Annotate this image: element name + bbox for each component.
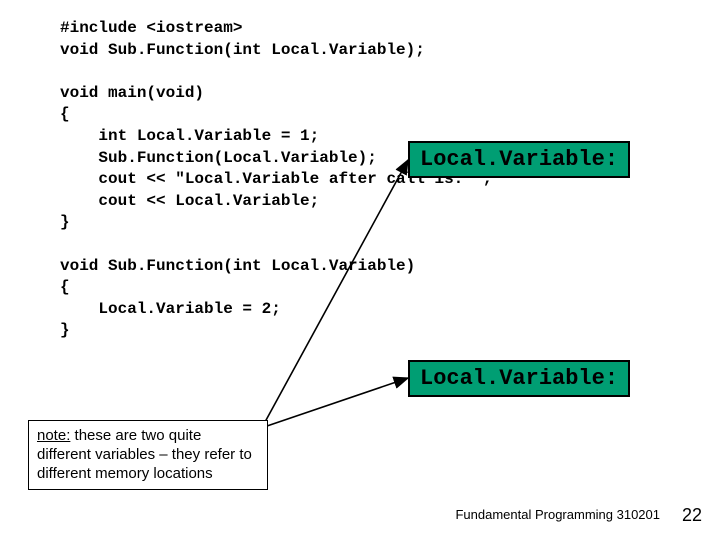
page-number: 22 — [682, 505, 702, 526]
note-body: these are two quite different variables … — [37, 427, 252, 482]
variable-box-sub: Local.Variable: — [408, 360, 630, 397]
variable-box-main: Local.Variable: — [408, 141, 630, 178]
note-box: note: these are two quite different vari… — [28, 420, 268, 490]
arrow-to-box2 — [267, 378, 408, 426]
footer-text: Fundamental Programming 310201 — [455, 507, 660, 522]
code-block: #include <iostream> void Sub.Function(in… — [60, 18, 492, 342]
note-prefix: note: — [37, 427, 70, 444]
